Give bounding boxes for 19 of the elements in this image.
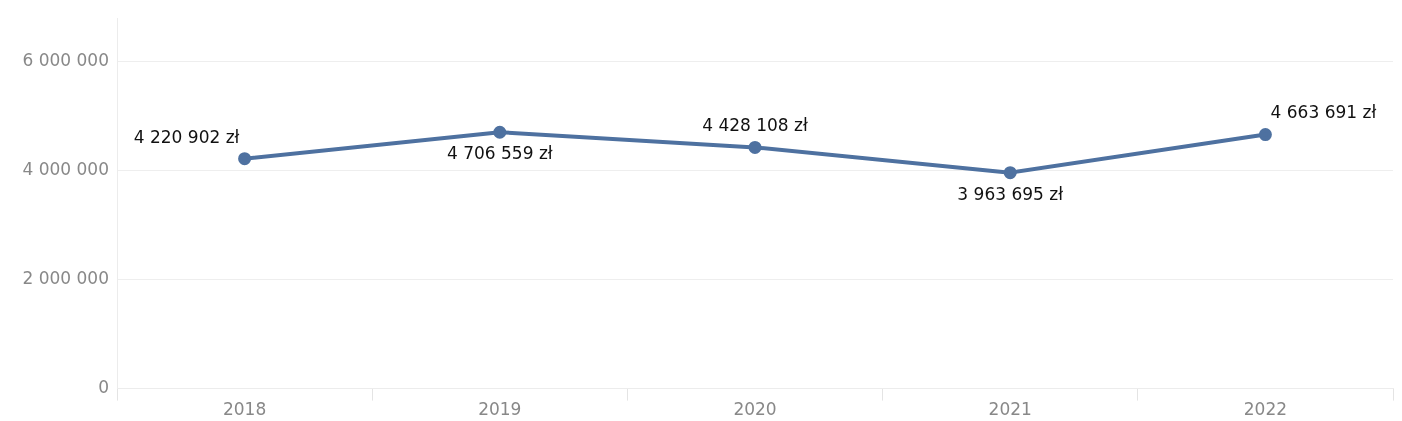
point <box>1003 166 1017 180</box>
data-label: 4 706 559 zł <box>446 143 553 164</box>
y-tick-label: 4 000 000 <box>22 159 109 180</box>
point <box>1258 128 1272 142</box>
y-tick-label: 2 000 000 <box>22 268 109 289</box>
x-tick-label: 2018 <box>222 399 267 420</box>
x-tick-label: 2019 <box>478 399 522 420</box>
data-label: 4 428 108 zł <box>702 115 808 136</box>
y-tick-label: 6 000 000 <box>22 50 109 71</box>
y-tick-label: 0 <box>98 377 109 398</box>
point <box>238 152 252 166</box>
data-label: 4 220 902 zł <box>133 126 240 147</box>
point <box>748 140 762 154</box>
x-tick-label: 2020 <box>733 399 777 420</box>
data-label: 4 663 691 zł <box>1270 102 1377 123</box>
data-label: 3 963 695 zł <box>957 183 1064 204</box>
x-tick-label: 2021 <box>988 399 1032 420</box>
point <box>493 125 507 139</box>
x-tick-label: 2022 <box>1243 399 1288 420</box>
